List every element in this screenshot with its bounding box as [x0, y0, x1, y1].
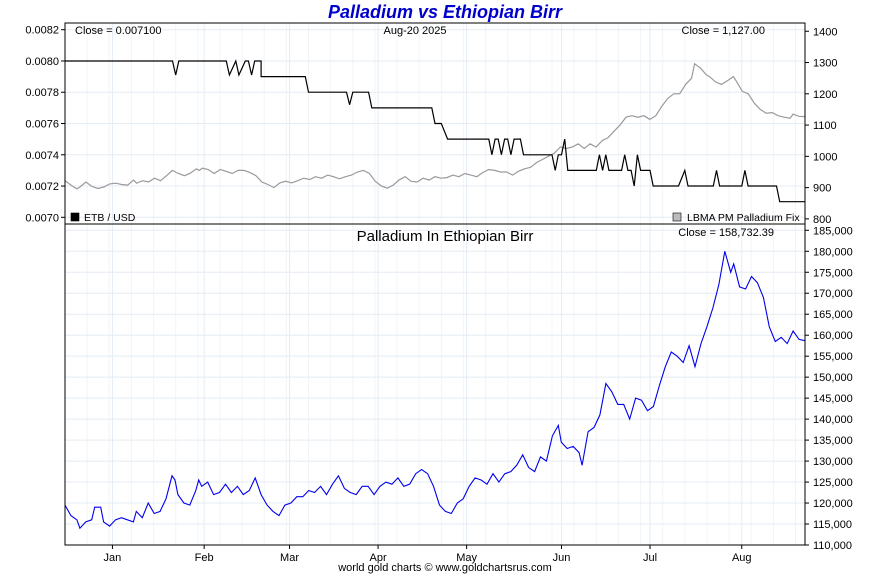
bottom-right-tick-label: 145,000: [813, 393, 853, 405]
bottom-right-tick-label: 175,000: [813, 267, 853, 279]
legend-label-palladium: LBMA PM Palladium Fix: [687, 212, 800, 224]
x-tick-label: May: [456, 552, 477, 564]
x-tick-label: Aug: [732, 552, 752, 564]
top-left-tick-label: 0.0078: [25, 87, 59, 99]
top-left-tick-label: 0.0076: [25, 119, 59, 131]
x-tick-label: Jul: [643, 552, 657, 564]
legend-swatch-palladium: [672, 212, 682, 222]
bottom-right-tick-label: 125,000: [813, 477, 853, 489]
legend-label-etb-usd: ETB / USD: [84, 212, 136, 224]
series-line-palladium: [64, 62, 806, 190]
top-right-tick-label: 800: [813, 214, 831, 226]
x-tick-label: Feb: [195, 552, 214, 564]
top-right-tick-label: 900: [813, 183, 831, 195]
bottom-right-tick-label: 140,000: [813, 414, 853, 426]
bottom-right-tick-label: 165,000: [813, 309, 853, 321]
bottom-right-tick-label: 160,000: [813, 330, 853, 342]
bottom-right-tick-label: 170,000: [813, 288, 853, 300]
credit-footer: world gold charts © www.goldchartsrus.co…: [338, 562, 552, 574]
bottom-plot-frame: [64, 223, 806, 546]
top-left-tick-label: 0.0070: [25, 212, 59, 224]
series-line-etb-usd: [65, 59, 805, 203]
bottom-right-tick-label: 110,000: [813, 540, 852, 552]
bottom-close-right: Close = 158,732.39: [678, 227, 774, 239]
legend-swatch-etb-usd: [70, 212, 80, 222]
top-close-left: Close = 0.007100: [75, 25, 162, 37]
bottom-right-tick-label: 135,000: [813, 435, 853, 447]
bottom-right-tick-label: 185,000: [813, 225, 853, 237]
x-tick-label: Jun: [553, 552, 571, 564]
series-line-palladium-in-birr: [64, 251, 806, 530]
top-right-tick-label: 1400: [813, 26, 837, 38]
top-date-label: Aug-20 2025: [384, 25, 447, 37]
top-left-tick-label: 0.0072: [25, 181, 59, 193]
x-tick-label: Mar: [280, 552, 299, 564]
x-tick-label: Apr: [370, 552, 387, 564]
top-right-tick-label: 1200: [813, 89, 837, 101]
bottom-right-tick-label: 180,000: [813, 246, 853, 258]
bottom-right-tick-label: 130,000: [813, 456, 853, 468]
top-close-right: Close = 1,127.00: [682, 25, 765, 37]
chart-title: Palladium vs Ethiopian Birr: [327, 2, 563, 22]
bottom-panel-title: Palladium In Ethiopian Birr: [357, 228, 534, 245]
top-right-tick-label: 1000: [813, 151, 837, 163]
bottom-right-tick-label: 150,000: [813, 372, 853, 384]
bottom-right-tick-label: 115,000: [813, 519, 852, 531]
top-left-tick-label: 0.0074: [25, 150, 59, 162]
top-left-tick-label: 0.0080: [25, 56, 59, 68]
x-tick-label: Jan: [104, 552, 122, 564]
bottom-right-tick-label: 155,000: [813, 351, 853, 363]
top-right-tick-label: 1100: [813, 120, 837, 132]
bottom-right-tick-label: 120,000: [813, 498, 853, 510]
top-left-tick-label: 0.0082: [25, 25, 59, 37]
top-right-tick-label: 1300: [813, 58, 837, 70]
